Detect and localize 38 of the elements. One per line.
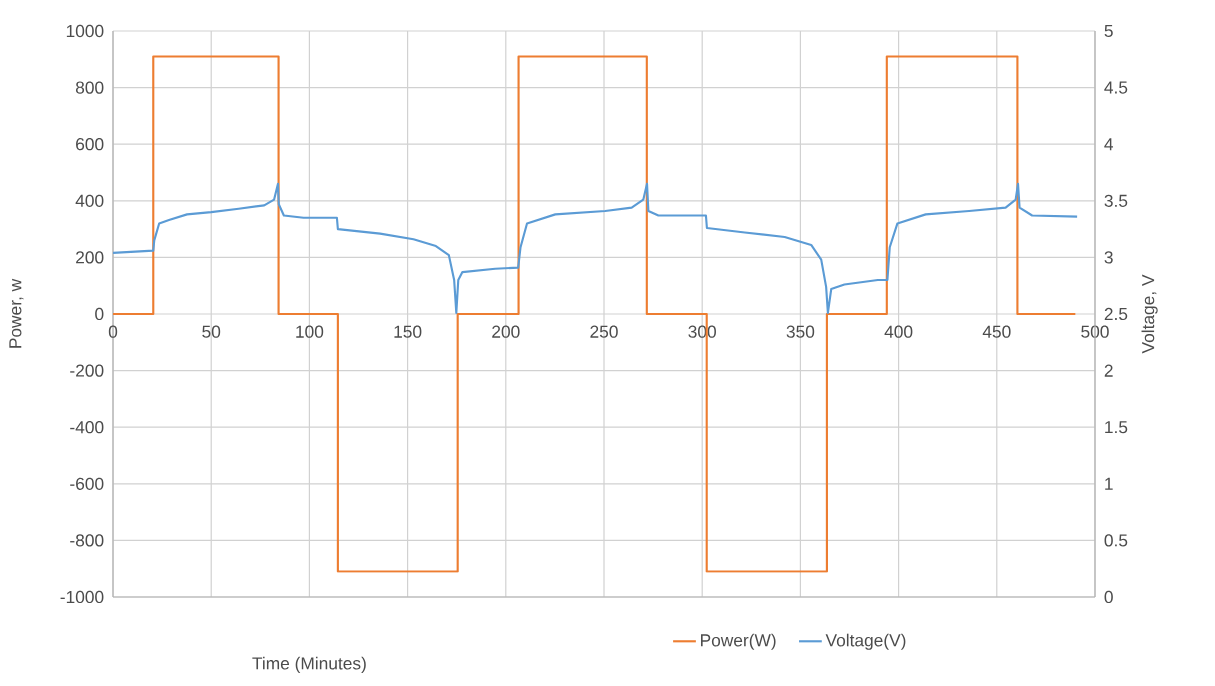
y-axis-title: Power, w bbox=[9, 278, 24, 348]
y-tick-label: 0 bbox=[95, 307, 104, 321]
legend-label: Voltage(V) bbox=[825, 633, 906, 650]
x-tick-label: 100 bbox=[296, 325, 324, 338]
y2-tick-label: 3.5 bbox=[1104, 194, 1128, 207]
x-tick-label: 350 bbox=[786, 325, 815, 338]
y2-tick-label: 3 bbox=[1104, 251, 1113, 264]
y-tick-label: 600 bbox=[76, 138, 104, 151]
x-tick-label: 500 bbox=[1081, 325, 1109, 338]
y-tick-label: 1000 bbox=[66, 24, 104, 38]
y-tick-label: -800 bbox=[70, 534, 104, 547]
y-tick-label: -600 bbox=[70, 477, 104, 490]
y2-tick-label: 1.5 bbox=[1105, 421, 1128, 434]
y2-axis-title: Voltage, V bbox=[1141, 274, 1158, 354]
y2-tick-label: 0.5 bbox=[1104, 534, 1128, 547]
legend-label: Power(W) bbox=[701, 633, 776, 650]
x-tick-label: 400 bbox=[884, 325, 913, 338]
x-tick-label: 250 bbox=[590, 325, 618, 338]
y-tick-label: 400 bbox=[75, 194, 104, 207]
y2-tick-label: 4 bbox=[1104, 138, 1114, 151]
x-tick-label: 450 bbox=[982, 325, 1011, 338]
x-tick-label: 50 bbox=[202, 325, 221, 338]
y2-tick-label: 4.5 bbox=[1104, 81, 1128, 94]
line-series bbox=[113, 182, 1079, 314]
y-tick-label: -200 bbox=[70, 364, 104, 377]
x-axis-title: Time (Minutes) bbox=[252, 656, 366, 673]
y2-tick-label: 2.5 bbox=[1104, 307, 1128, 321]
y-tick-label: -1000 bbox=[60, 590, 104, 604]
y2-tick-label: 1 bbox=[1105, 477, 1113, 490]
y2-tick-label: 5 bbox=[1104, 24, 1113, 38]
x-tick-label: 0 bbox=[108, 325, 118, 338]
y2-tick-label: 0 bbox=[1104, 590, 1113, 604]
y2-tick-label: 2 bbox=[1104, 364, 1113, 377]
x-tick-label: 200 bbox=[492, 325, 520, 338]
y-tick-label: 800 bbox=[75, 81, 104, 94]
y-tick-label: -400 bbox=[70, 421, 104, 434]
y-tick-label: 200 bbox=[76, 251, 104, 264]
x-tick-label: 150 bbox=[394, 325, 422, 338]
